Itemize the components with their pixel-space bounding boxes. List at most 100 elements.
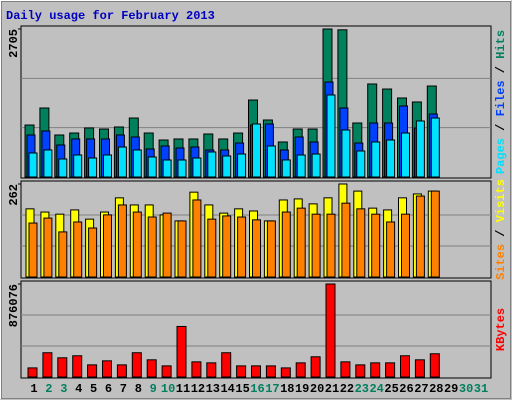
x-tick-label: 25 bbox=[384, 382, 398, 396]
bar bbox=[222, 155, 232, 178]
bar bbox=[73, 221, 83, 278]
bar bbox=[176, 325, 187, 378]
bar bbox=[296, 154, 306, 178]
bar bbox=[371, 213, 381, 278]
x-tick-label: 31 bbox=[474, 382, 488, 396]
bar bbox=[131, 352, 142, 378]
bar bbox=[103, 154, 112, 178]
x-tick-label: 4 bbox=[75, 382, 82, 396]
bar bbox=[415, 120, 425, 178]
bar bbox=[132, 211, 142, 278]
legend: Sites / Visits bbox=[494, 179, 508, 280]
legend: Pages / Files / Hits bbox=[494, 30, 508, 174]
y-tick-label: 262 bbox=[7, 184, 21, 206]
bar bbox=[430, 190, 440, 278]
bar bbox=[87, 364, 98, 378]
legend-entry: Visits bbox=[494, 179, 508, 222]
bar bbox=[221, 352, 232, 378]
bar bbox=[311, 213, 321, 278]
bar bbox=[281, 211, 291, 278]
legend-entry: Hits bbox=[494, 30, 508, 59]
bar bbox=[58, 158, 68, 178]
legend-entry: Files bbox=[494, 80, 508, 116]
x-tick-label: 28 bbox=[429, 382, 443, 396]
bar bbox=[192, 157, 202, 178]
bar bbox=[326, 94, 336, 178]
x-tick-label: 13 bbox=[206, 382, 220, 396]
x-tick-label: 16 bbox=[250, 382, 264, 396]
x-tick-label: 15 bbox=[235, 382, 249, 396]
legend-entry: Pages bbox=[494, 138, 508, 174]
bar bbox=[281, 159, 291, 178]
x-tick-label: 29 bbox=[444, 382, 458, 396]
x-tick-label: 17 bbox=[265, 382, 279, 396]
bar bbox=[117, 204, 127, 278]
legend-entry: KBytes bbox=[494, 308, 508, 351]
bar bbox=[311, 153, 321, 178]
bar bbox=[340, 361, 351, 378]
x-tick-label: 27 bbox=[414, 382, 428, 396]
x-tick-label: 26 bbox=[399, 382, 413, 396]
bar bbox=[370, 362, 381, 378]
bar bbox=[206, 362, 217, 378]
bar bbox=[237, 216, 247, 278]
bar bbox=[207, 218, 217, 278]
legend-entry: Sites bbox=[494, 244, 508, 280]
bar bbox=[385, 362, 396, 378]
bar bbox=[310, 356, 321, 378]
bar bbox=[72, 355, 83, 378]
bar bbox=[57, 357, 68, 378]
bar bbox=[162, 159, 172, 178]
bar bbox=[58, 231, 68, 278]
bar bbox=[103, 214, 112, 278]
x-tick-label: 21 bbox=[325, 382, 339, 396]
y-tick-label: 876076 bbox=[7, 284, 21, 327]
bar bbox=[207, 151, 217, 178]
x-tick-label: 2 bbox=[45, 382, 52, 396]
bar bbox=[177, 220, 187, 278]
bar bbox=[429, 353, 440, 378]
x-tick-label: 10 bbox=[161, 382, 175, 396]
bar bbox=[266, 145, 276, 178]
bar bbox=[356, 150, 366, 178]
x-tick-label: 8 bbox=[135, 382, 142, 396]
x-tick-label: 24 bbox=[369, 382, 383, 396]
bar bbox=[27, 367, 38, 378]
bar bbox=[415, 195, 425, 278]
legend-separator: / bbox=[494, 59, 508, 81]
bar bbox=[341, 202, 351, 278]
bar bbox=[251, 365, 261, 378]
bar bbox=[386, 139, 396, 178]
bar bbox=[266, 220, 276, 278]
bar bbox=[386, 221, 396, 278]
bar bbox=[326, 213, 336, 278]
bar bbox=[43, 149, 53, 178]
legend-separator: / bbox=[494, 116, 508, 138]
bar bbox=[252, 219, 261, 278]
bar bbox=[177, 159, 187, 178]
bar bbox=[73, 154, 83, 178]
bar bbox=[237, 153, 247, 178]
bar bbox=[117, 146, 127, 178]
x-tick-label: 20 bbox=[310, 382, 324, 396]
bar bbox=[116, 364, 127, 378]
x-tick-label: 3 bbox=[60, 382, 67, 396]
bar bbox=[430, 117, 440, 178]
bar bbox=[295, 362, 306, 378]
x-tick-label: 11 bbox=[176, 382, 190, 396]
bar bbox=[265, 365, 276, 378]
bar bbox=[236, 365, 247, 378]
x-tick-label: 6 bbox=[105, 382, 112, 396]
y-tick-label: 2705 bbox=[7, 29, 21, 58]
x-tick-label: 18 bbox=[280, 382, 294, 396]
bar bbox=[296, 207, 306, 278]
bar bbox=[28, 152, 38, 178]
x-tick-label: 5 bbox=[90, 382, 97, 396]
x-tick-label: 7 bbox=[120, 382, 127, 396]
bar bbox=[42, 352, 53, 378]
x-tick-label: 23 bbox=[355, 382, 369, 396]
bar bbox=[191, 361, 202, 378]
bar bbox=[161, 365, 172, 378]
bar bbox=[356, 208, 366, 278]
